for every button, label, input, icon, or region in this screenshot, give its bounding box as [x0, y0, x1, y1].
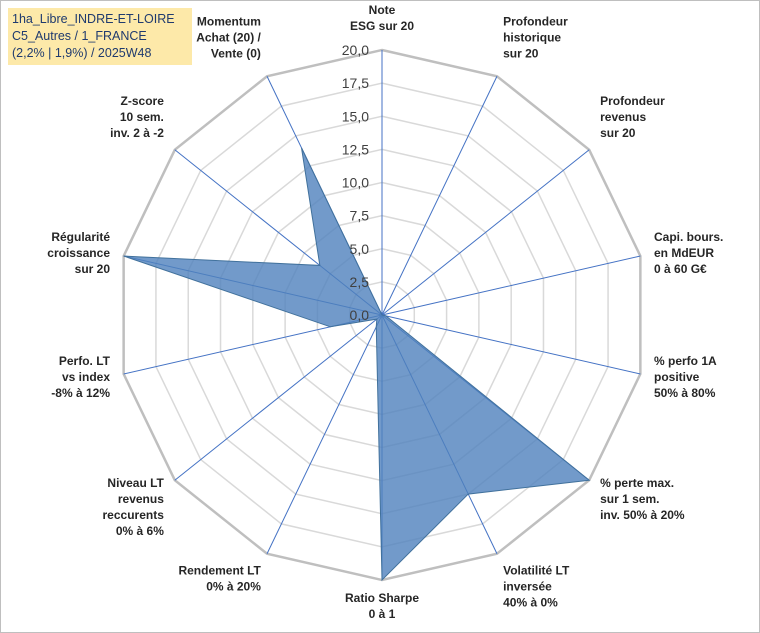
axis-label-line: Vente (0)	[211, 47, 261, 61]
axis-label-2: Profondeur revenus sur 20	[600, 94, 665, 140]
axis-label-line: historique	[503, 31, 561, 45]
axis-label-line: Z-score	[121, 94, 165, 108]
tick-label: 15,0	[342, 108, 369, 124]
axis-label-7: Ratio Sharpe 0 à 1	[345, 591, 419, 621]
axis-label-line: positive	[654, 370, 700, 384]
axis-label-line: Achat (20) /	[196, 31, 261, 45]
axis-label-line: % perfo 1A	[654, 354, 717, 368]
tick-label: 10,0	[342, 175, 369, 191]
axis-label-line: Volatilité LT	[503, 563, 570, 577]
axis-label-line: Perfo. LT	[59, 354, 111, 368]
axis-label-line: Capi. bours.	[654, 230, 723, 244]
tick-label: 0,0	[350, 307, 370, 323]
radar-tick-labels: 0,0 2,5 5,0 7,5 10,0 12,5 15,0 17,5 20,0	[342, 42, 369, 323]
axis-label-line: Momentum	[197, 15, 261, 29]
spoke-3	[381, 255, 641, 316]
chart-title-line-1: 1ha_Libre_INDRE-ET-LOIRE	[12, 12, 175, 26]
axis-label-line: reccurents	[103, 508, 165, 522]
axis-label-line: sur 20	[600, 126, 636, 140]
axis-label-line: revenus	[600, 110, 646, 124]
axis-label-line: Ratio Sharpe	[345, 591, 419, 605]
axis-label-line: 0% à 6%	[116, 524, 164, 538]
axis-label-5: % perte max. sur 1 sem. inv. 50% à 20%	[600, 476, 685, 522]
axis-label-line: 10 sem.	[120, 110, 164, 124]
tick-label: 20,0	[342, 42, 369, 58]
spoke-9	[174, 314, 383, 481]
chart-title-box: 1ha_Libre_INDRE-ET-LOIRE C5_Autres / 1_F…	[8, 8, 192, 65]
tick-label: 5,0	[350, 241, 370, 257]
axis-label-0: Note ESG sur 20	[350, 3, 414, 33]
axis-label-line: en MdEUR	[654, 246, 714, 260]
axis-label-line: 50% à 80%	[654, 386, 716, 400]
axis-label-1: Profondeur historique sur 20	[503, 15, 568, 61]
axis-label-line: sur 20	[503, 47, 539, 61]
axis-label-3: Capi. bours. en MdEUR 0 à 60 G€	[654, 230, 723, 276]
axis-label-line: Niveau LT	[107, 476, 164, 490]
tick-label: 2,5	[350, 274, 370, 290]
axis-label-line: Rendement LT	[178, 563, 261, 577]
axis-label-9: Niveau LT revenus reccurents 0% à 6%	[103, 476, 165, 538]
series-area-0	[123, 147, 591, 582]
radar-axis-labels: Note ESG sur 20 Profondeur historique sur 20…	[47, 3, 723, 621]
axis-label-line: 0% à 20%	[206, 579, 261, 593]
spoke-1	[381, 76, 498, 316]
axis-label-line: 0 à 60 G€	[654, 262, 707, 276]
radar-series	[123, 147, 591, 582]
chart-title-line-2: C5_Autres / 1_FRANCE	[12, 29, 147, 43]
axis-label-10: Perfo. LT vs index -8% à 12%	[51, 354, 110, 400]
axis-label-line: sur 20	[75, 262, 111, 276]
axis-label-line: -8% à 12%	[51, 386, 110, 400]
tick-label: 17,5	[342, 75, 369, 91]
axis-label-line: Note	[369, 3, 396, 17]
axis-label-12: Z-score 10 sem. inv. 2 à -2	[110, 94, 164, 140]
axis-label-13: Momentum Achat (20) / Vente (0)	[196, 15, 261, 61]
axis-label-8: Rendement LT 0% à 20%	[178, 563, 261, 593]
axis-label-line: inv. 2 à -2	[110, 126, 164, 140]
axis-label-line: croissance	[47, 246, 110, 260]
axis-label-line: revenus	[118, 492, 164, 506]
chart-title-line-3: (2,2% | 1,9%) / 2025W48	[12, 46, 152, 60]
axis-label-line: vs index	[62, 370, 110, 384]
tick-label: 12,5	[342, 141, 369, 157]
axis-label-line: Régularité	[51, 230, 110, 244]
axis-label-11: Régularité croissance sur 20	[47, 230, 110, 276]
spoke-2	[381, 149, 590, 316]
axis-label-4: % perfo 1A positive 50% à 80%	[654, 354, 717, 400]
spoke-8	[266, 314, 383, 554]
axis-label-line: 40% à 0%	[503, 595, 558, 609]
axis-label-line: inversée	[503, 579, 552, 593]
axis-label-line: Profondeur	[600, 94, 665, 108]
axis-label-line: inv. 50% à 20%	[600, 508, 685, 522]
axis-label-line: ESG sur 20	[350, 19, 414, 33]
tick-label: 7,5	[350, 208, 370, 224]
axis-label-line: sur 1 sem.	[600, 492, 659, 506]
spoke-4	[381, 314, 641, 375]
axis-label-6: Volatilité LT inversée 40% à 0%	[503, 563, 570, 609]
axis-label-line: 0 à 1	[369, 607, 396, 621]
axis-label-line: % perte max.	[600, 476, 674, 490]
axis-label-line: Profondeur	[503, 15, 568, 29]
